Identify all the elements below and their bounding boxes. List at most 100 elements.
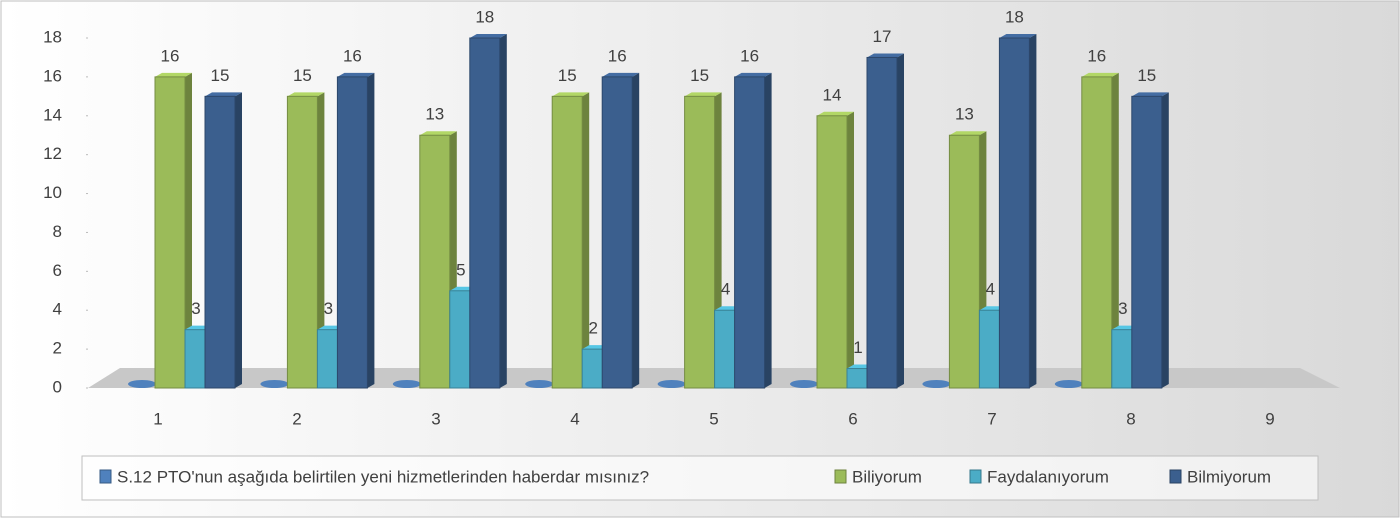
bar-side xyxy=(582,92,590,388)
bar-top xyxy=(205,92,242,97)
x-tick-label: 3 xyxy=(431,409,440,428)
bar-3d xyxy=(336,72,375,389)
legend-label: Biliyorum xyxy=(852,467,922,486)
x-tick-label: 4 xyxy=(570,409,579,428)
data-label: 4 xyxy=(986,280,995,299)
zero-disc xyxy=(392,380,421,388)
data-label: 5 xyxy=(456,260,465,279)
legend-swatch xyxy=(1169,469,1182,484)
zero-disc xyxy=(657,380,686,388)
bar-top xyxy=(1081,72,1119,77)
y-tick-label: 4 xyxy=(53,300,62,319)
data-label: 16 xyxy=(608,46,627,65)
bar xyxy=(204,95,236,389)
data-label: 1 xyxy=(853,338,862,357)
zero-disc xyxy=(1054,380,1083,388)
bar xyxy=(1131,95,1163,389)
bar xyxy=(948,134,980,389)
bar xyxy=(846,368,870,389)
x-tick-label: 9 xyxy=(1265,409,1274,428)
data-label: 16 xyxy=(1087,46,1106,65)
y-tick-label: 10 xyxy=(43,183,62,202)
data-label: 3 xyxy=(1118,299,1127,318)
bar xyxy=(1111,329,1135,389)
bar-side xyxy=(235,92,242,388)
bar xyxy=(684,95,716,389)
bar xyxy=(184,329,208,389)
x-tick-label: 1 xyxy=(153,409,162,428)
bar-top xyxy=(867,53,904,58)
data-label: 16 xyxy=(343,46,362,65)
bar-top xyxy=(155,72,192,77)
y-tick-label: 12 xyxy=(43,144,62,163)
data-label: 14 xyxy=(823,85,842,104)
bar-side xyxy=(847,111,854,389)
bar-top xyxy=(684,92,722,97)
bar-3d xyxy=(1081,72,1119,389)
bar-top xyxy=(469,34,507,38)
bar-3d xyxy=(816,111,854,389)
data-label: 2 xyxy=(588,319,597,338)
bar-3d xyxy=(866,53,904,389)
data-label: 18 xyxy=(475,7,494,26)
bar xyxy=(336,76,368,389)
bar-top xyxy=(999,34,1037,38)
bar-3d xyxy=(601,72,640,389)
data-label: 15 xyxy=(293,66,312,85)
y-tick-label: 0 xyxy=(53,377,62,396)
bar-side xyxy=(185,72,192,388)
x-tick-label: 2 xyxy=(292,409,301,428)
x-tick-label: 7 xyxy=(987,409,996,428)
bar xyxy=(816,115,848,389)
bar-3d xyxy=(998,34,1037,389)
bar-side xyxy=(1029,34,1037,388)
bar-top xyxy=(1131,92,1169,97)
data-label: 17 xyxy=(873,27,892,46)
bar xyxy=(316,329,340,389)
bar-side xyxy=(499,34,507,388)
bar xyxy=(581,348,605,389)
data-label: 13 xyxy=(425,105,444,124)
bar xyxy=(1081,76,1113,389)
bar-3d xyxy=(1131,92,1169,389)
data-label: 4 xyxy=(721,280,730,299)
legend-swatch xyxy=(99,469,112,484)
bar xyxy=(714,309,738,389)
data-label: 15 xyxy=(211,66,230,85)
bar-top xyxy=(817,111,854,116)
bar-3d xyxy=(551,92,590,389)
legend-label: Bilmiyorum xyxy=(1187,467,1271,486)
data-label: 13 xyxy=(955,105,974,124)
y-tick-label: 6 xyxy=(53,261,62,280)
bar-top xyxy=(734,72,772,77)
data-label: 18 xyxy=(1005,7,1024,26)
bar xyxy=(601,76,633,389)
bar xyxy=(469,37,501,389)
bar-3d xyxy=(469,34,507,389)
legend-label: Faydalanıyorum xyxy=(987,467,1109,486)
bar xyxy=(419,134,451,389)
y-tick-label: 14 xyxy=(43,105,62,124)
bar xyxy=(154,76,186,389)
legend-label: S.12 PTO'nun aşağıda belirtilen yeni hiz… xyxy=(117,467,649,486)
bar-side xyxy=(367,72,375,388)
data-label: 3 xyxy=(191,299,200,318)
legend-box xyxy=(81,455,1319,501)
bar-3d xyxy=(154,72,192,389)
bar-top xyxy=(602,72,640,77)
x-tick-label: 5 xyxy=(709,409,718,428)
x-tick-label: 6 xyxy=(848,409,857,428)
data-label: 15 xyxy=(558,66,577,85)
y-tick-label: 18 xyxy=(43,27,62,46)
y-tick-label: 16 xyxy=(43,66,62,85)
zero-disc xyxy=(128,380,156,388)
bar-side xyxy=(1161,92,1169,388)
legend-swatch xyxy=(969,469,982,484)
zero-disc xyxy=(525,380,554,388)
legend-swatch xyxy=(834,469,847,484)
bar xyxy=(449,290,473,389)
bar-top xyxy=(949,131,987,136)
bar-3d xyxy=(286,92,325,389)
data-label: 16 xyxy=(740,46,759,65)
